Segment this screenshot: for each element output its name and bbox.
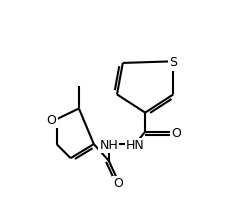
Text: O: O xyxy=(172,127,182,140)
Text: O: O xyxy=(47,114,57,127)
Text: NH: NH xyxy=(99,139,118,152)
Text: S: S xyxy=(169,56,177,69)
Text: O: O xyxy=(114,177,124,190)
Text: HN: HN xyxy=(126,139,145,152)
